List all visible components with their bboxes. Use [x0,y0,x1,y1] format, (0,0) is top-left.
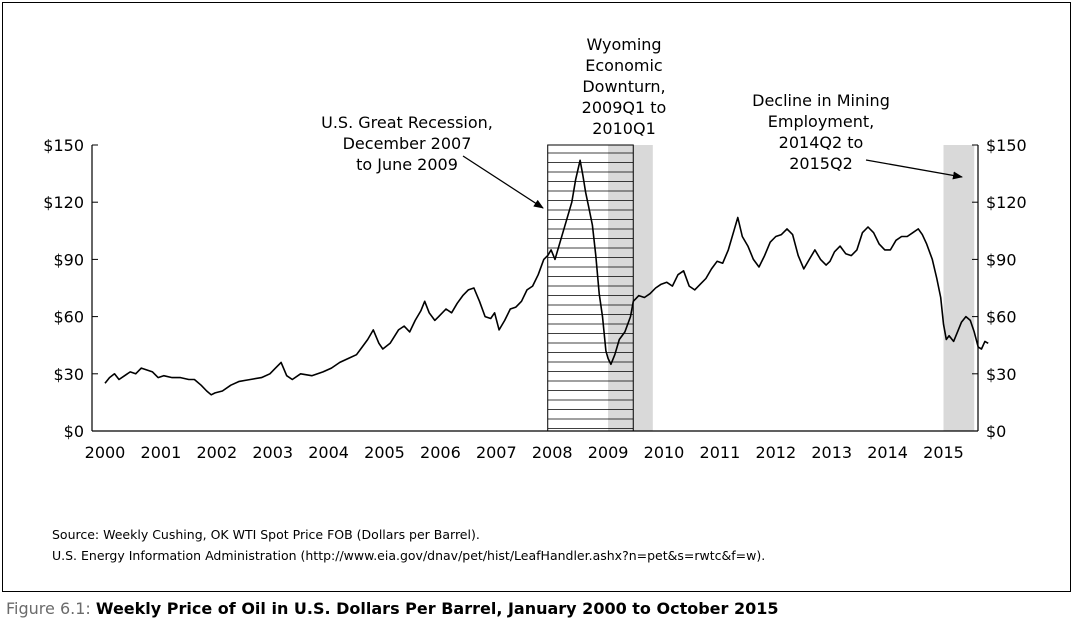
x-tick-label: 2003 [252,443,293,462]
x-tick-label: 2014 [867,443,908,462]
y-tick-label-right: $150 [986,136,1027,155]
x-tick-label: 2015 [923,443,964,462]
annotation-text-line: Downturn, [582,77,665,96]
source-note: Source: Weekly Cushing, OK WTI Spot Pric… [52,524,765,566]
shaded-region-0 [547,144,634,432]
annotation-text-line: 2015Q2 [789,154,853,173]
annotation-text-line: U.S. Great Recession, [321,113,493,132]
price-series [104,159,989,396]
figure-label: Figure 6.1: [6,599,91,618]
source-line-2: U.S. Energy Information Administration (… [52,548,766,563]
x-tick-label: 2009 [588,443,629,462]
chart-axes: $0 $0 $30 $30 $60 $60 $90 $90 $120 $120 $150 $150 20… [43,136,1026,462]
figure-caption: Figure 6.1: Weekly Price of Oil in U.S. … [6,599,779,618]
oil-price-chart: $0 $0 $30 $30 $60 $60 $90 $90 $120 $120 $150 $150 20… [43,35,1026,462]
shaded-region-1 [608,145,653,431]
x-tick-label: 2013 [811,443,852,462]
annotation-arrow [865,159,963,180]
x-tick-label: 2006 [420,443,461,462]
x-tick-label: 2008 [532,443,573,462]
annotation-text-line: 2014Q2 to [779,133,864,152]
source-line-1: Source: Weekly Cushing, OK WTI Spot Pric… [52,527,480,542]
annotation-text-line: Wyoming [586,35,661,54]
x-tick-label: 2002 [196,443,237,462]
x-tick-label: 2005 [364,443,405,462]
shaded-region-2 [943,145,975,431]
figure-frame [2,2,1071,592]
series-line-0 [104,159,989,396]
annotation-0: U.S. Great Recession, December 2007 to Jun… [321,113,544,209]
annotation-2: Decline in Mining Employment, 2014Q2 to 201… [752,91,963,180]
y-tick-label-left: $150 [43,136,84,155]
shaded-regions [547,144,975,432]
annotation-text-line: 2009Q1 to [582,98,667,117]
y-tick-label-left: $120 [43,193,84,212]
annotation-text-line: December 2007 [343,134,472,153]
y-tick-label-left: $0 [64,422,84,441]
x-tick-label: 2000 [85,443,126,462]
x-tick-label: 2012 [755,443,796,462]
y-tick-label-left: $30 [53,365,84,384]
y-tick-label-right: $60 [986,308,1017,327]
x-tick-label: 2011 [700,443,741,462]
annotation-text-line: Decline in Mining [752,91,890,110]
x-tick-label: 2007 [476,443,517,462]
y-tick-label-right: $90 [986,250,1017,269]
x-tick-label: 2004 [308,443,349,462]
annotation-text-line: 2010Q1 [592,119,656,138]
y-tick-label-right: $0 [986,422,1006,441]
x-tick-label: 2010 [644,443,685,462]
annotation-arrow [462,155,544,209]
annotation-text-line: to June 2009 [356,155,458,174]
x-tick-label: 2001 [141,443,182,462]
y-tick-label-right: $30 [986,365,1017,384]
y-tick-label-left: $60 [53,308,84,327]
annotations: U.S. Great Recession, December 2007 to Jun… [321,35,963,209]
annotation-1: Wyoming Economic Downturn, 2009Q1 to 2010Q1 [582,35,667,138]
annotation-text-line: Economic [585,56,662,75]
annotation-text-line: Employment, [768,112,874,131]
y-tick-label-left: $90 [53,250,84,269]
figure-title: Weekly Price of Oil in U.S. Dollars Per … [95,599,779,618]
y-tick-label-right: $120 [986,193,1027,212]
